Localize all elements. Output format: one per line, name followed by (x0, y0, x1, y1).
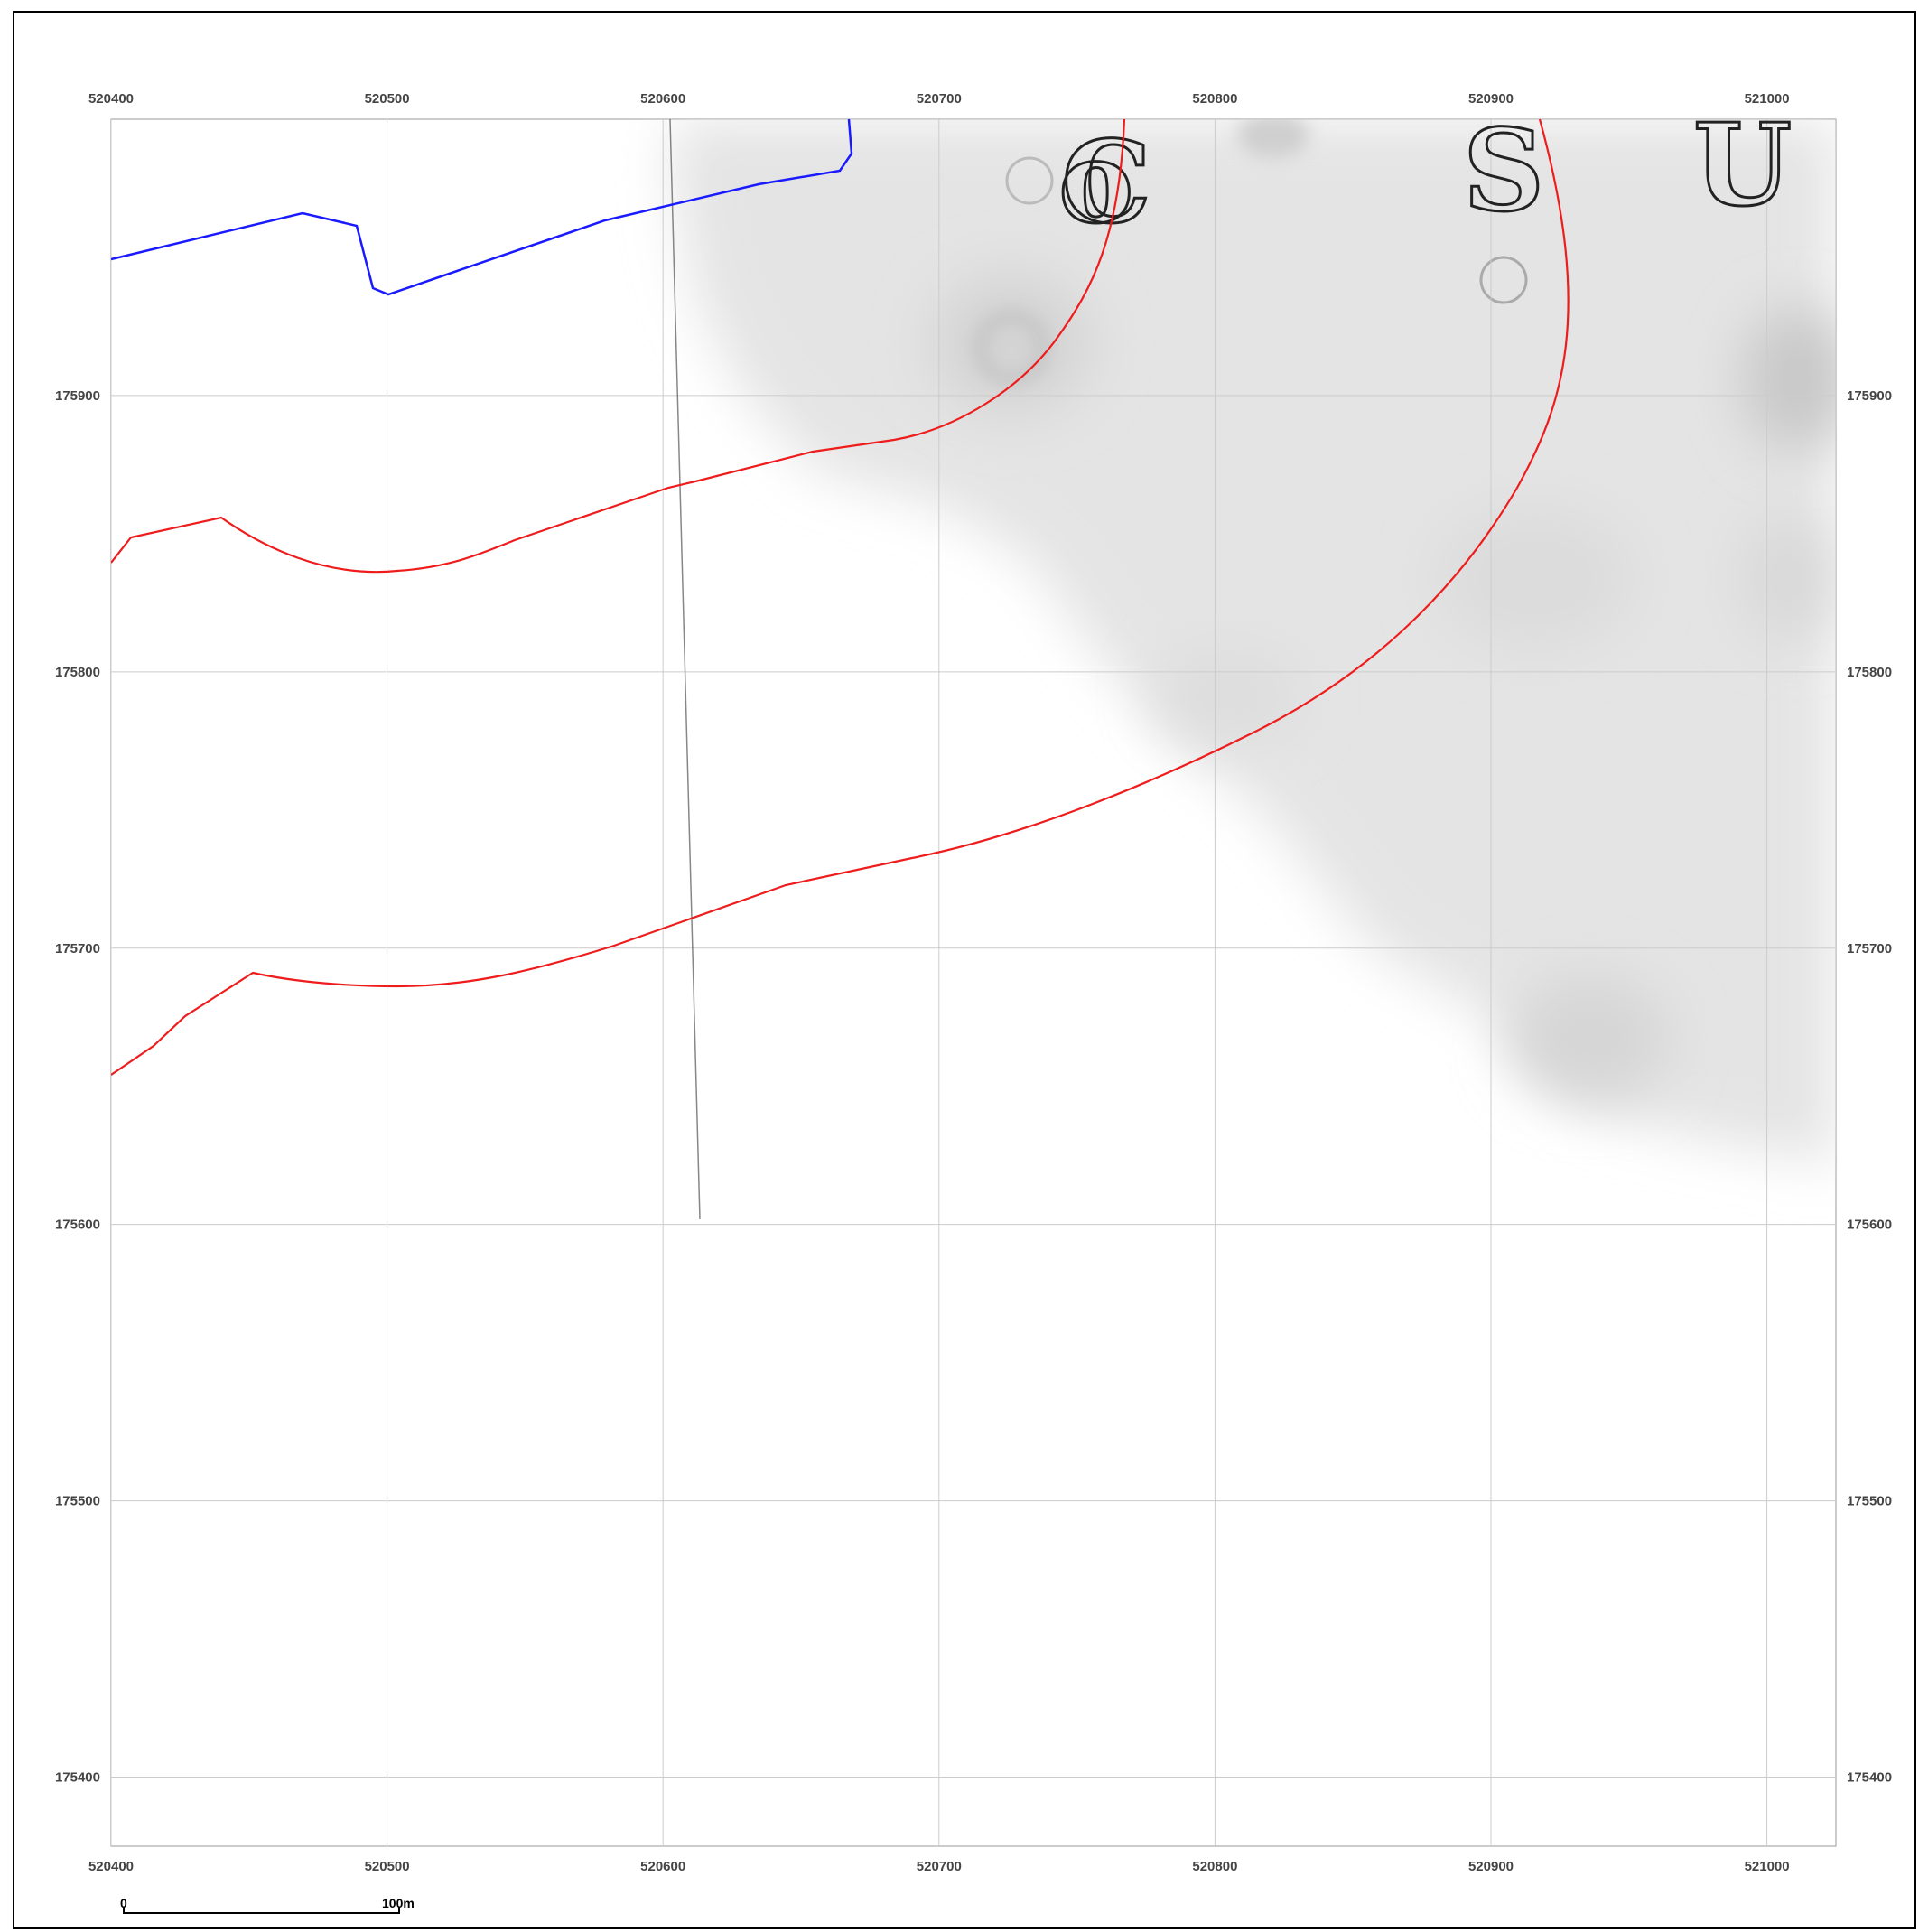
y-tick-label-left: 175700 (55, 941, 100, 957)
contour-line-upper[interactable] (111, 119, 1126, 574)
x-tick-label-bottom: 520900 (1468, 1859, 1514, 1874)
y-tick-label-right: 175600 (1847, 1218, 1892, 1233)
map-frame (13, 11, 1916, 1929)
y-tick-label-right: 175400 (1847, 1770, 1892, 1786)
y-tick-label-left: 175500 (55, 1494, 100, 1509)
scale-bar-end-label: 100m (382, 1896, 415, 1910)
x-tick-label-top: 520600 (640, 91, 685, 107)
x-tick-label-bottom: 520700 (917, 1859, 962, 1874)
y-tick-label-left: 175400 (55, 1770, 100, 1786)
y-tick-label-left: 175600 (55, 1218, 100, 1233)
x-tick-label-top: 520900 (1468, 91, 1514, 107)
axis-tick-labels: 520400 520400 520500 520500 520600 520600 5207… (55, 91, 1892, 1874)
y-tick-label-right: 175900 (1847, 388, 1892, 404)
scale-bar-start-label: 0 (120, 1896, 127, 1910)
x-tick-label-bottom: 521000 (1745, 1859, 1790, 1874)
coordinate-grid (111, 119, 1836, 1846)
x-tick-label-top: 520700 (917, 91, 962, 107)
lettering-S: S (1463, 105, 1544, 237)
site-boundary-line[interactable] (111, 119, 853, 296)
y-tick-label-right: 175700 (1847, 941, 1892, 957)
x-tick-label-bottom: 520800 (1192, 1859, 1237, 1874)
y-tick-label-left: 175800 (55, 665, 100, 680)
contour-line-lower[interactable] (111, 119, 1570, 1076)
x-tick-label-bottom: 520600 (640, 1859, 685, 1874)
lettering-co-C: Co (1058, 117, 1151, 248)
x-tick-label-top: 520800 (1192, 91, 1237, 107)
y-tick-label-left: 175900 (55, 388, 100, 404)
lettering-U: U (1693, 99, 1792, 231)
historic-lettering: Co S U (1057, 98, 1793, 250)
old-path-line (669, 118, 701, 1220)
x-tick-label-bottom: 520500 (365, 1859, 410, 1874)
y-tick-label-right: 175800 (1847, 665, 1892, 680)
x-tick-label-top: 520400 (88, 91, 134, 107)
y-tick-label-right: 175500 (1847, 1494, 1892, 1509)
x-tick-label-bottom: 520400 (88, 1859, 134, 1874)
scale-bar: 0 100m (120, 1896, 415, 1914)
x-tick-label-top: 521000 (1745, 91, 1790, 107)
historic-map-shading (673, 119, 1836, 1165)
x-tick-label-top: 520500 (365, 91, 410, 107)
